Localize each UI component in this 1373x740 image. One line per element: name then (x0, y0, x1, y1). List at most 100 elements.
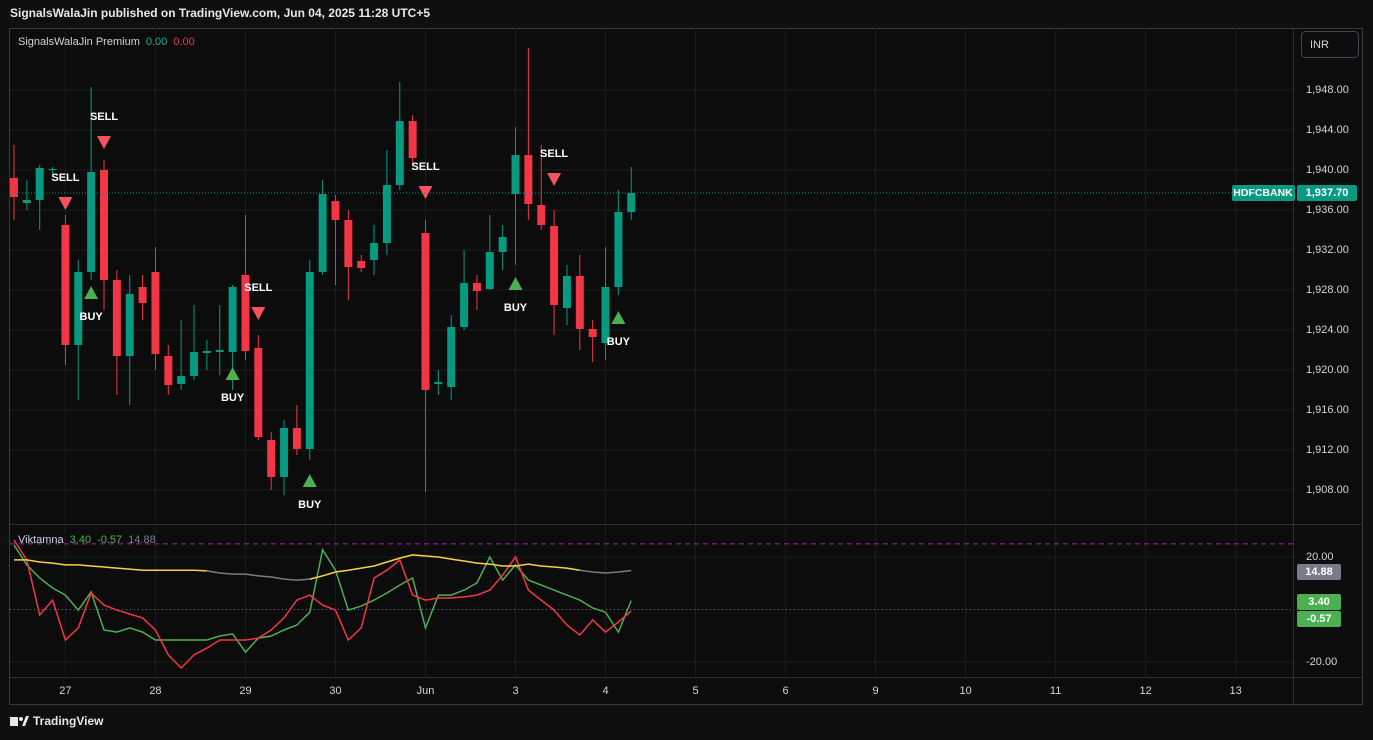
logo-shape (22, 716, 29, 726)
y-tick-label: 1,940.00 (1306, 164, 1349, 176)
x-tick-label: 28 (149, 685, 161, 697)
signal-label: SELL (51, 172, 79, 184)
candle-body (305, 272, 314, 449)
candle-body (215, 350, 224, 352)
y-tick-label: 1,932.00 (1306, 244, 1349, 256)
osc-value-tag (1297, 611, 1341, 627)
osc-legend-value: -0.57 (97, 534, 122, 546)
candle-body (537, 205, 546, 225)
buy-marker (302, 474, 317, 487)
sell-marker (418, 186, 433, 199)
candle-body (112, 280, 121, 356)
candle-body (138, 287, 147, 303)
sell-marker (58, 197, 73, 210)
price-tag-label: 1,937.70 (1306, 187, 1349, 199)
x-tick-label: 3 (512, 685, 518, 697)
y-tick-label: 1,944.00 (1306, 124, 1349, 136)
candle-body (370, 243, 379, 260)
y-tick-label: 1,916.00 (1306, 404, 1349, 416)
signal-label: BUY (607, 336, 631, 348)
osc-legend: Viktamna 3.40 -0.57 14.88 (18, 534, 156, 546)
osc-line (14, 554, 580, 580)
legend-value: 0.00 (173, 36, 194, 48)
x-tick-label: 29 (239, 685, 251, 697)
candle-body (511, 155, 520, 194)
plot: 27 28 29 30 Jun 3 4 5 6 9 10 11 12 13 1,908.00 1,912.00… (10, 28, 1357, 697)
candle-body (485, 252, 494, 289)
y-tick-label: 1,920.00 (1306, 364, 1349, 376)
candle-body (472, 283, 481, 291)
candle-body (190, 352, 199, 376)
osc-legend-value: 3.40 (70, 534, 91, 546)
osc-value-tag (1297, 564, 1341, 580)
x-tick-label: 4 (602, 685, 608, 697)
osc-value-tag (1297, 594, 1341, 610)
signal-label: BUY (504, 302, 528, 314)
osc-line (206, 569, 632, 581)
candle-body (228, 287, 237, 352)
symbol-label: HDFCBANK (1233, 187, 1293, 199)
y-tick-label: 1,928.00 (1306, 284, 1349, 296)
signal-label: BUY (80, 311, 104, 323)
candle-body (408, 121, 417, 158)
osc-legend-value: 14.88 (128, 534, 156, 546)
candle-body (254, 348, 263, 437)
x-tick-label: 9 (873, 685, 879, 697)
y-tick-label: 1,908.00 (1306, 484, 1349, 496)
y-tick-label: 1,912.00 (1306, 444, 1349, 456)
candle-body (48, 169, 57, 170)
logo-shape (10, 717, 18, 726)
candle-body (498, 237, 507, 252)
candle-body (562, 276, 571, 308)
candle-body (35, 168, 44, 200)
logo-shape (19, 717, 23, 721)
osc-name: Viktamna (18, 534, 65, 546)
currency-button[interactable] (1301, 31, 1359, 58)
candle-body (421, 233, 430, 390)
buy-marker (611, 311, 626, 324)
candle-body (434, 382, 443, 384)
sell-marker (97, 136, 112, 149)
candle-body (292, 428, 301, 449)
candle-body (331, 201, 340, 220)
x-tick-label: 11 (1050, 685, 1061, 697)
symbol-tag (1232, 185, 1295, 201)
legend-name: SignalsWalaJin Premium (18, 36, 140, 48)
candle-body (177, 376, 186, 384)
x-tick-label: Jun (417, 685, 435, 697)
osc-line (13, 539, 632, 670)
osc-line (13, 544, 632, 654)
currency-label: INR (1310, 39, 1329, 51)
candle-body (87, 172, 96, 272)
signal-label: SELL (90, 111, 118, 123)
candle-body (588, 329, 597, 337)
osc-value-label: 3.40 (1308, 596, 1329, 608)
y-tick-label: 1,948.00 (1306, 84, 1349, 96)
candle-body (125, 294, 134, 356)
candle-body (10, 178, 18, 197)
footer-brand: TradingView (33, 714, 104, 728)
candle-body (395, 121, 404, 185)
candle-body (22, 200, 31, 203)
footer-logo (10, 716, 29, 726)
candle-body (550, 226, 559, 305)
sell-marker (547, 173, 562, 186)
candle-body (267, 440, 276, 477)
legend: SignalsWalaJin Premium 0.00 0.00 (18, 36, 195, 48)
legend-value: 0.00 (146, 36, 167, 48)
x-tick-label: 30 (329, 685, 341, 697)
header: SignalsWalaJin published on TradingView.… (10, 6, 430, 20)
candle-body (280, 428, 289, 477)
candle-body (627, 193, 636, 212)
candle-body (61, 225, 70, 345)
candle-body (460, 283, 469, 327)
x-tick-label: 6 (782, 685, 788, 697)
candle-body (202, 351, 211, 353)
candle-body (74, 272, 83, 345)
candle-body (151, 272, 160, 354)
candle-body (318, 194, 327, 272)
candle-body (382, 185, 391, 243)
candle-body (524, 155, 533, 204)
